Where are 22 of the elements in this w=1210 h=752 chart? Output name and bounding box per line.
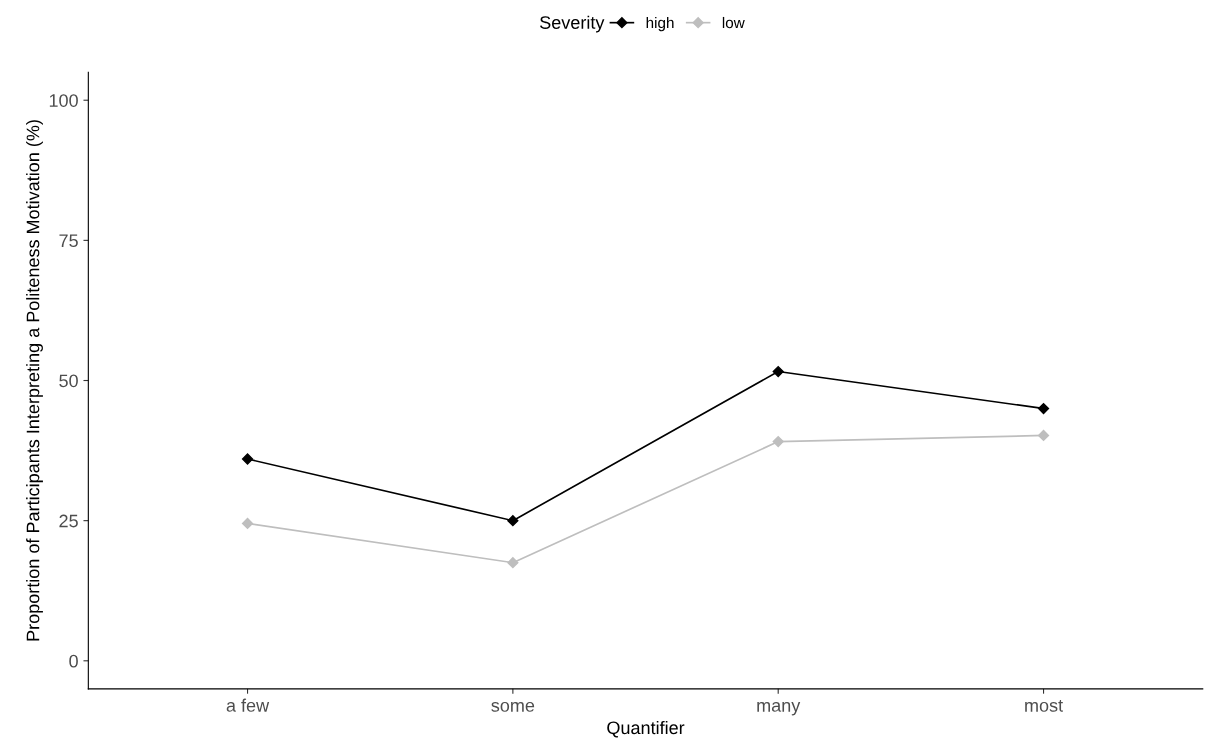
y-tick-label: 25 — [59, 514, 78, 528]
x-tick-label: most — [1025, 699, 1063, 712]
legend-label: high — [646, 16, 674, 32]
point — [241, 453, 254, 465]
point — [772, 365, 784, 378]
y-tick-label: 75 — [59, 234, 78, 248]
x-tick-label: a few — [226, 698, 270, 712]
point — [1037, 429, 1050, 442]
y-tick-label: 0 — [69, 654, 78, 668]
legend-title: Severity — [540, 15, 605, 33]
x-tick-label: some — [491, 701, 535, 712]
legend-label: low — [722, 16, 745, 29]
point — [241, 517, 254, 530]
point — [772, 436, 784, 448]
point — [507, 557, 519, 569]
point — [507, 515, 519, 527]
y-tick-label: 100 — [49, 94, 78, 107]
y-axis-title: Proportion of Participants Interpreting a Politeness Motivation (%) — [26, 120, 43, 641]
y-tick-label: 50 — [59, 374, 78, 388]
x-axis-title: Quantifier — [607, 720, 685, 738]
x-tick-label: many — [757, 701, 801, 716]
point — [1037, 402, 1050, 415]
